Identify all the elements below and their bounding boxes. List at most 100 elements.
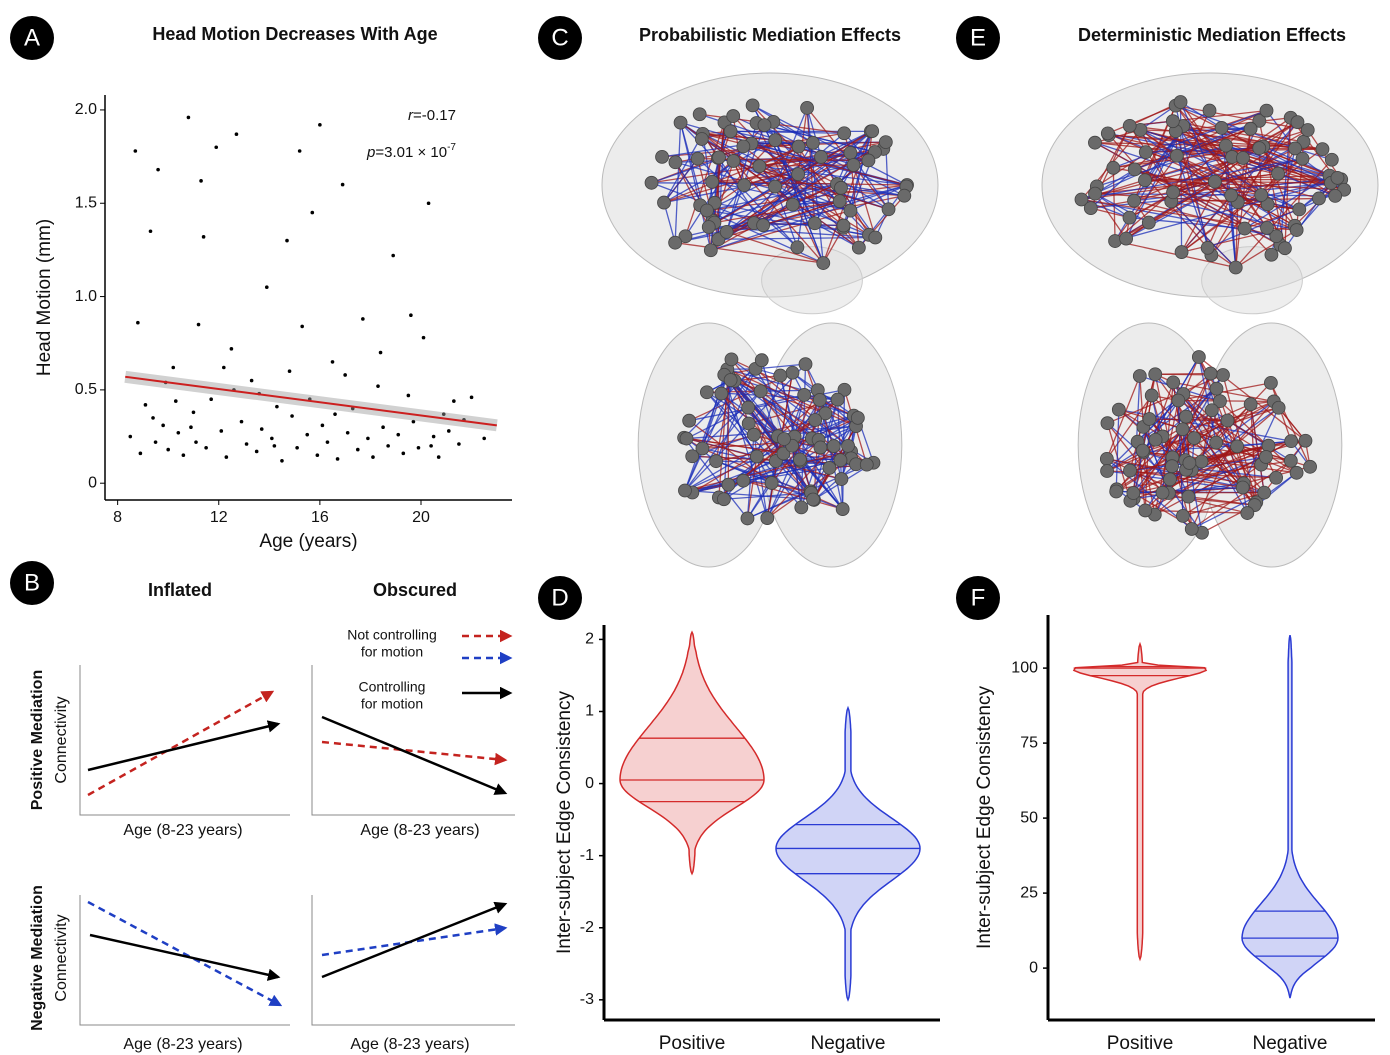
brain-node bbox=[1127, 193, 1141, 208]
x-tick-label: Positive bbox=[1107, 1033, 1174, 1054]
brain-edge bbox=[1140, 129, 1239, 203]
brain-node bbox=[1288, 141, 1303, 156]
brain-node bbox=[1207, 174, 1222, 189]
brain-edge bbox=[708, 130, 873, 228]
brain-node bbox=[723, 373, 738, 387]
brain-node bbox=[1300, 123, 1315, 137]
brain-edge bbox=[1115, 409, 1120, 492]
brain-node bbox=[1203, 366, 1218, 381]
scatter-point bbox=[371, 455, 375, 459]
brain-node bbox=[764, 476, 779, 490]
brain-edge bbox=[675, 242, 824, 264]
brain-edge bbox=[718, 141, 887, 240]
brain-node bbox=[756, 218, 771, 233]
scatter-point bbox=[297, 149, 302, 153]
scatter-point bbox=[406, 393, 411, 398]
brain-node bbox=[1259, 450, 1273, 464]
scatter-point bbox=[191, 410, 196, 415]
brain-node bbox=[1132, 369, 1147, 383]
brain-node bbox=[749, 449, 764, 464]
brain-edge bbox=[800, 364, 807, 508]
y-tick-label: -1 bbox=[580, 847, 594, 864]
brain-edge bbox=[1175, 105, 1262, 196]
brain-node bbox=[1284, 434, 1299, 449]
x-tick-label: Positive bbox=[659, 1033, 726, 1054]
brain-node bbox=[1240, 506, 1255, 520]
y-tick-label: -3 bbox=[580, 991, 594, 1008]
brain-node bbox=[1283, 453, 1298, 468]
schematic-x-label: Age (8-23 years) bbox=[360, 822, 479, 839]
brain-edge bbox=[1265, 110, 1296, 149]
brain-node bbox=[1289, 465, 1304, 480]
brain-node bbox=[785, 365, 800, 380]
violin-body bbox=[1072, 641, 1208, 962]
brain-edge bbox=[1237, 128, 1252, 203]
brain-node bbox=[668, 155, 683, 170]
brain-node bbox=[1165, 459, 1179, 474]
y-axis-label: Inter-subject Edge Consistency bbox=[974, 686, 995, 949]
brain-node bbox=[1122, 210, 1137, 225]
scatter-point bbox=[335, 457, 340, 461]
brain-edge bbox=[663, 202, 676, 243]
brain-node bbox=[1173, 95, 1188, 109]
y-tick-label: 25 bbox=[1020, 884, 1038, 901]
scatter-point bbox=[196, 322, 201, 327]
brain-node bbox=[834, 472, 849, 486]
y-tick-label: 1.0 bbox=[75, 288, 97, 305]
brain-edge bbox=[1155, 372, 1211, 375]
brain-node bbox=[800, 100, 814, 115]
legend-text: for motion bbox=[361, 644, 423, 660]
scatter-point bbox=[189, 425, 193, 430]
brain-node bbox=[757, 118, 772, 133]
brain-edge bbox=[774, 139, 824, 264]
scatter-point bbox=[310, 210, 315, 215]
scatter-point bbox=[249, 378, 254, 383]
y-tick-label: 1 bbox=[585, 703, 594, 720]
brain-edge bbox=[701, 393, 722, 449]
brain-node bbox=[724, 352, 739, 367]
brain-node bbox=[1176, 508, 1190, 523]
brain-edge bbox=[1219, 400, 1298, 474]
brain-edge bbox=[1129, 125, 1279, 175]
brain-node bbox=[1074, 192, 1089, 207]
scatter-point bbox=[411, 419, 416, 424]
brain-edge bbox=[1125, 181, 1216, 240]
brain-node bbox=[1100, 126, 1115, 141]
scatter-point bbox=[318, 123, 322, 127]
brain-edge bbox=[759, 165, 908, 186]
brain-renderings bbox=[601, 72, 1379, 568]
brain-node bbox=[826, 439, 841, 453]
brain-edge bbox=[1094, 142, 1286, 249]
brain-node bbox=[1243, 397, 1258, 412]
brain-stem bbox=[761, 246, 863, 315]
brain-node bbox=[1181, 489, 1196, 504]
brain-node bbox=[678, 483, 692, 498]
violin-body bbox=[1241, 634, 1339, 999]
scatter-point bbox=[441, 412, 446, 416]
brain-node bbox=[1254, 188, 1269, 202]
scatter-point bbox=[259, 427, 264, 431]
brain-node bbox=[837, 126, 852, 141]
brain-node bbox=[791, 167, 806, 182]
brain-node bbox=[851, 240, 866, 255]
y-tick-label: 1.5 bbox=[75, 194, 97, 211]
scatter-point bbox=[176, 431, 181, 435]
brain-node bbox=[812, 393, 827, 407]
brain-node bbox=[747, 427, 761, 442]
scatter-point bbox=[229, 347, 234, 351]
brain-node bbox=[719, 224, 734, 239]
brain-edge bbox=[1176, 155, 1272, 256]
brain-node bbox=[657, 195, 671, 210]
uncontrolled-arrow bbox=[87, 690, 275, 797]
brain-edge bbox=[1106, 375, 1141, 460]
brain-node bbox=[834, 180, 848, 195]
brain-node bbox=[1271, 166, 1285, 181]
scatter-point bbox=[280, 459, 284, 463]
brain-node bbox=[1182, 456, 1197, 470]
brain-node bbox=[861, 153, 876, 168]
brain-node bbox=[1330, 170, 1345, 185]
brain-node bbox=[692, 107, 707, 122]
brain-node bbox=[1169, 148, 1184, 163]
brain-edge bbox=[697, 158, 869, 162]
brain-node bbox=[741, 416, 756, 431]
